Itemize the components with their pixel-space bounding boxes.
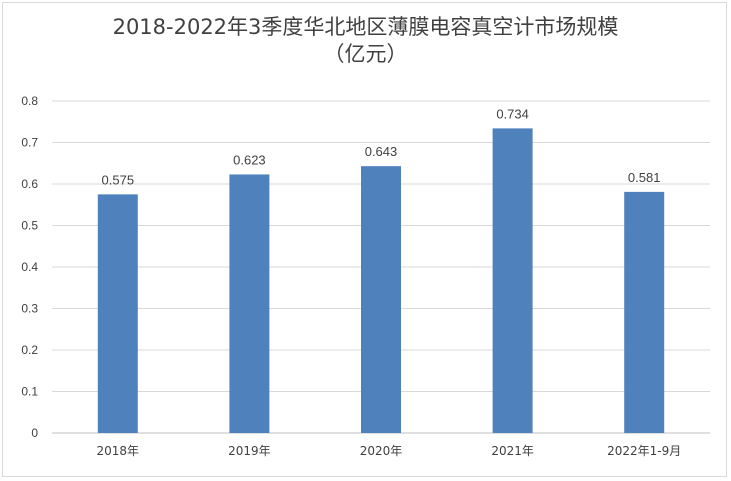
- x-category-label: 2022年1-9月: [607, 444, 681, 458]
- y-tick-label: 0: [31, 426, 38, 440]
- y-tick-label: 0.2: [21, 343, 38, 357]
- bar: [361, 166, 401, 433]
- x-category-label: 2020年: [360, 444, 403, 458]
- y-tick-label: 0.8: [21, 94, 38, 108]
- data-label: 0.581: [628, 170, 661, 185]
- x-axis-categories: 2018年 2019年 2020年 2021年 2022年1-9月: [97, 444, 682, 458]
- x-category-label: 2019年: [228, 444, 271, 458]
- y-tick-label: 0.1: [21, 385, 38, 399]
- data-label: 0.575: [102, 172, 135, 187]
- chart-title: 2018-2022年3季度华北地区薄膜电容真空计市场规模 （亿元）: [0, 14, 731, 68]
- y-axis-ticks: 0 0.1 0.2 0.3 0.4 0.5 0.6 0.7 0.8: [21, 94, 38, 440]
- y-tick-label: 0.3: [21, 302, 38, 316]
- bar: [624, 191, 665, 433]
- bar: [492, 128, 533, 433]
- chart-title-line-2: （亿元）: [323, 42, 408, 66]
- data-label: 0.623: [233, 152, 266, 167]
- y-tick-label: 0.4: [21, 260, 38, 274]
- x-category-label: 2021年: [491, 444, 534, 458]
- data-labels: 0.575 0.623 0.643 0.734 0.581: [102, 106, 661, 187]
- bar: [229, 174, 270, 433]
- data-label: 0.643: [365, 144, 398, 159]
- y-tick-label: 0.7: [21, 136, 38, 150]
- y-tick-label: 0.6: [21, 177, 38, 191]
- bars: [97, 128, 665, 433]
- y-tick-label: 0.5: [21, 219, 38, 233]
- chart-title-line-1: 2018-2022年3季度华北地区薄膜电容真空计市场规模: [112, 15, 619, 39]
- x-category-label: 2018年: [97, 444, 140, 458]
- data-label: 0.734: [496, 106, 529, 121]
- bar: [97, 194, 138, 433]
